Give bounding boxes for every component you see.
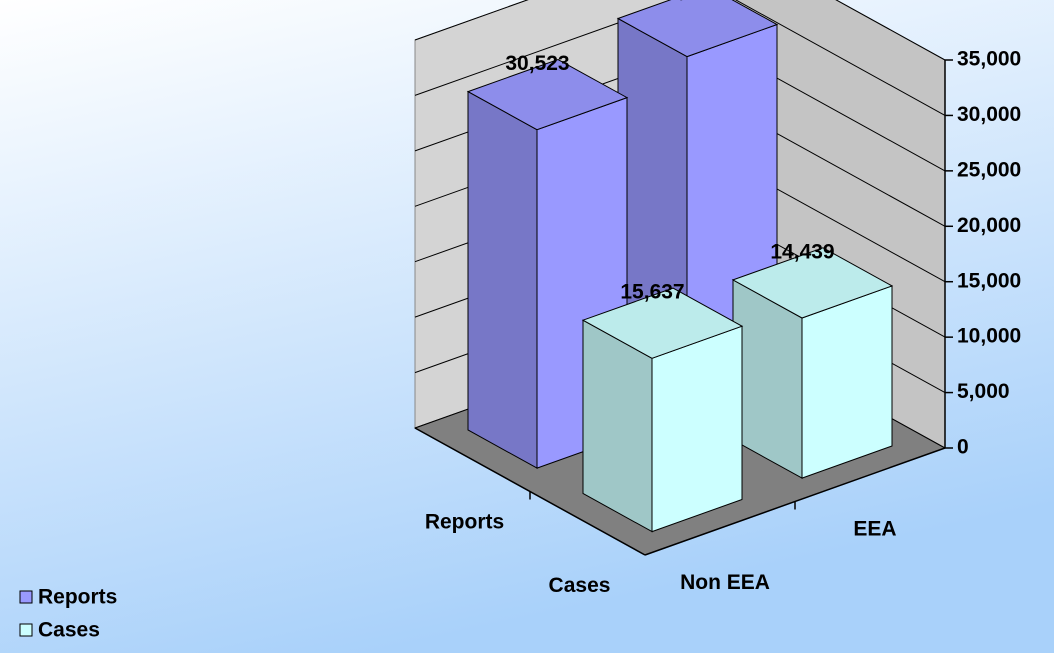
depth-tick-label: Cases — [549, 574, 611, 597]
legend-label: Reports — [38, 586, 117, 609]
bar-left-face — [467, 90, 538, 469]
legend-swatch — [19, 590, 33, 604]
bar — [731, 247, 894, 479]
y-tick-label: 0 — [957, 436, 969, 459]
data-label: 32,291 — [655, 0, 720, 2]
y-tick-label: 15,000 — [957, 269, 1021, 292]
plot-area: 0 5,000 10,000 15,000 20,000 25,000 30,000 35,0… — [413, 0, 1021, 597]
bar-top — [616, 0, 779, 58]
bar-top — [581, 287, 744, 359]
bar-right-face — [651, 325, 743, 533]
bar-top — [731, 247, 894, 319]
bar — [581, 287, 744, 533]
y-tick-label: 35,000 — [957, 48, 1021, 71]
grid-line — [414, 0, 946, 61]
data-label: 14,439 — [770, 240, 834, 263]
y-tick-label: 20,000 — [957, 214, 1021, 237]
y-tick-label: 25,000 — [957, 158, 1021, 181]
x-tick-label: Non EEA — [680, 571, 770, 594]
y-tick-label: 5,000 — [957, 380, 1010, 403]
x-tick-label: EEA — [853, 517, 896, 540]
bar-top — [466, 58, 629, 131]
legend-label: Cases — [38, 619, 100, 642]
y-tick-label: 30,000 — [957, 103, 1021, 126]
grid-line — [414, 0, 946, 116]
data-label: 30,523 — [505, 52, 569, 75]
data-label: 15,637 — [620, 281, 684, 304]
depth-tick-label: Reports — [425, 510, 504, 533]
legend-swatch — [19, 623, 33, 637]
y-tick-label: 10,000 — [957, 325, 1021, 348]
bar-right-face — [801, 285, 893, 479]
